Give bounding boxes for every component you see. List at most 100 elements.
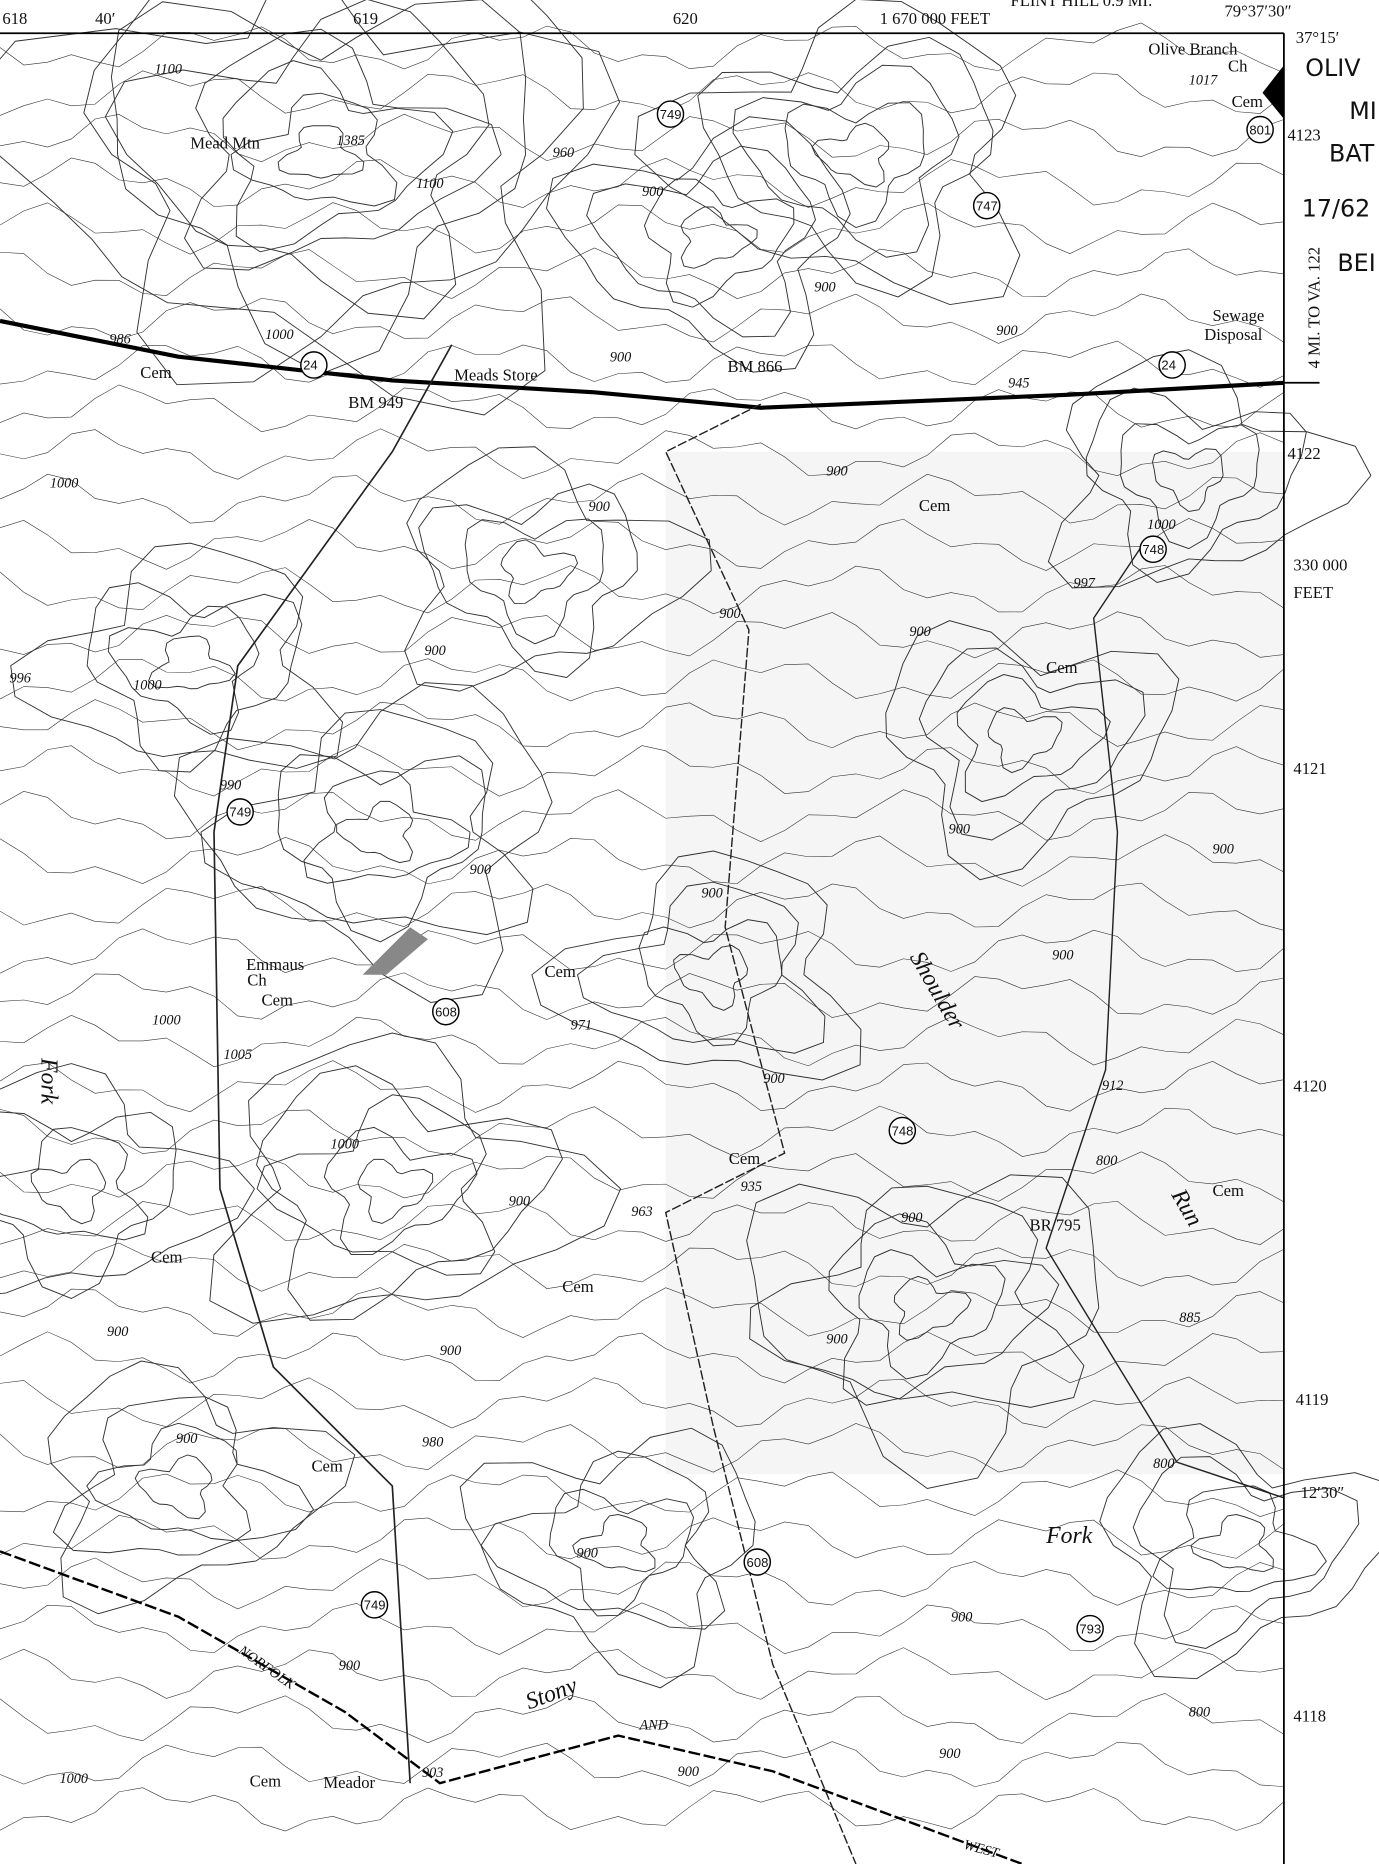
map-label: 24 xyxy=(1161,358,1176,373)
contour-line xyxy=(811,122,890,188)
contour-line xyxy=(357,1158,434,1224)
map-label: Cem xyxy=(140,363,171,382)
contour-line xyxy=(209,1032,622,1324)
map-label: 1000 xyxy=(152,1013,181,1029)
hand-arrow xyxy=(1262,65,1284,119)
map-label: 900 xyxy=(826,464,847,480)
map-label: 800 xyxy=(1189,1705,1210,1721)
map-label: 903 xyxy=(422,1765,443,1781)
contour-line xyxy=(1120,423,1260,550)
route-shield xyxy=(360,1591,389,1619)
map-label: 1100 xyxy=(155,62,182,78)
map-label: 12′30″ xyxy=(1301,1483,1345,1502)
contour-line xyxy=(0,247,1284,299)
contour-line xyxy=(0,1515,1285,1560)
contour-line xyxy=(0,1287,1285,1338)
contour-line xyxy=(732,64,960,258)
map-label: BAT xyxy=(1329,140,1375,168)
contour-line xyxy=(0,1787,1285,1832)
contour-line xyxy=(0,1602,1284,1655)
map-label: 980 xyxy=(422,1435,443,1451)
contour-line xyxy=(0,658,1285,702)
road xyxy=(213,344,453,1784)
road xyxy=(1045,546,1285,1499)
contour-line xyxy=(0,882,1284,931)
map-label: 900 xyxy=(901,1210,922,1226)
contour-line xyxy=(0,1469,1284,1517)
map-label: 37°15′ xyxy=(1296,28,1340,47)
map-label: 900 xyxy=(470,862,491,878)
map-label: 330 000 xyxy=(1293,556,1347,575)
route-shield xyxy=(1076,1614,1104,1643)
contour-line xyxy=(459,1427,756,1689)
map-label: 17/62 xyxy=(1302,194,1371,222)
map-label: 608 xyxy=(435,1004,457,1019)
contour-line xyxy=(323,1126,478,1255)
map-label: 749 xyxy=(364,1598,386,1613)
contour-line xyxy=(531,850,862,1081)
contour-line xyxy=(30,1158,107,1225)
contour-line xyxy=(0,1063,255,1295)
contour-line xyxy=(1152,1485,1327,1593)
map-label: 900 xyxy=(424,643,445,659)
route-shield xyxy=(432,997,460,1026)
map-label: MI xyxy=(1349,97,1377,125)
contour-line xyxy=(1085,387,1307,584)
map-label: Olive Branch xyxy=(1148,40,1238,59)
map-label: 900 xyxy=(577,1545,598,1561)
contour-line xyxy=(0,789,1284,842)
contour-line xyxy=(173,682,553,1003)
map-label: Cem xyxy=(151,1247,182,1266)
map-label: Mead Mtn xyxy=(190,134,260,153)
contour-line xyxy=(918,647,1146,841)
map-label: 900 xyxy=(949,821,970,837)
map-label: 900 xyxy=(826,1331,847,1347)
contour-line xyxy=(634,0,1021,306)
map-label: 900 xyxy=(719,606,740,622)
map-label: 1385 xyxy=(336,133,365,149)
map-label: 79°37′30″ xyxy=(1224,2,1291,21)
map-label: 997 xyxy=(1073,575,1095,591)
contour-line xyxy=(0,1015,1285,1068)
contour-line xyxy=(0,202,1284,255)
contour-line xyxy=(0,1741,1284,1788)
map-label: 40′ xyxy=(95,9,115,28)
map-label: 749 xyxy=(660,107,682,122)
contour-line xyxy=(52,1396,315,1556)
map-label: 800 xyxy=(1153,1456,1174,1472)
map-label: Cem xyxy=(311,1457,342,1476)
contour-line xyxy=(0,1331,1284,1384)
contour-line xyxy=(0,1242,1285,1292)
map-label: 900 xyxy=(996,323,1017,339)
map-label: 1000 xyxy=(59,1771,88,1787)
contour-line xyxy=(784,102,925,229)
contour-line xyxy=(0,1111,177,1300)
map-label: 618 xyxy=(2,9,27,28)
route-shield xyxy=(972,191,1001,220)
route-shield xyxy=(1158,351,1186,379)
map-label: 793 xyxy=(1079,1621,1101,1636)
map-label: 900 xyxy=(763,1071,784,1087)
contour-line xyxy=(0,518,1284,571)
map-label: 900 xyxy=(588,499,609,515)
map-label: 4122 xyxy=(1287,444,1320,463)
map-label: 900 xyxy=(1052,947,1073,963)
map-label: 900 xyxy=(642,184,663,200)
map-label: 945 xyxy=(1008,376,1029,392)
contour-line xyxy=(0,428,1285,480)
map-label: 900 xyxy=(176,1431,197,1447)
railroad-line xyxy=(0,1550,1023,1864)
contour-line xyxy=(0,0,584,416)
map-label: 619 xyxy=(353,9,378,28)
route-shield xyxy=(1246,115,1274,144)
map-label: Sewage xyxy=(1213,306,1265,325)
contour-line xyxy=(183,28,502,271)
map-label: 4123 xyxy=(1287,125,1320,144)
contour-line xyxy=(256,1094,496,1276)
map-label: 4120 xyxy=(1293,1076,1326,1095)
contour-line xyxy=(673,944,749,1011)
map-label: 900 xyxy=(701,886,722,902)
map-label: 4118 xyxy=(1293,1706,1326,1725)
map-label: FLINT HILL 0.9 MI. xyxy=(1010,0,1152,10)
map-label: BM 866 xyxy=(728,357,783,376)
